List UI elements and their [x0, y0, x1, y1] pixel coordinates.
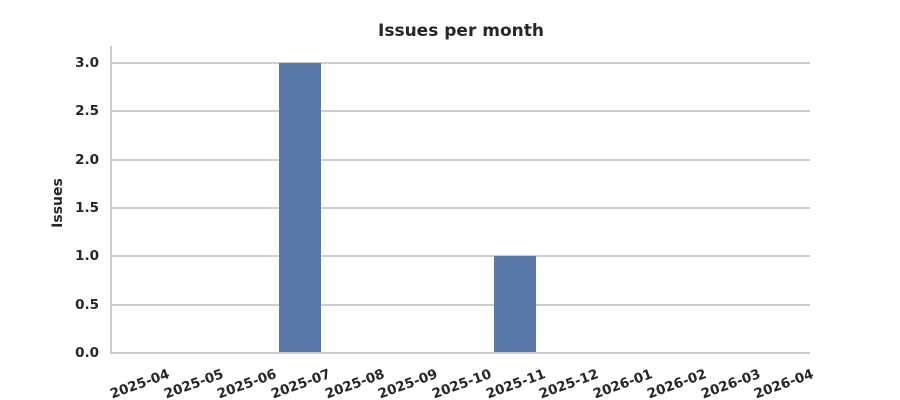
y-tick-label: 1.0 — [75, 248, 99, 265]
gridline — [112, 207, 810, 209]
x-tick-label: 2025-12 — [537, 366, 602, 400]
y-tick-label: 3.0 — [75, 55, 99, 71]
x-tick-label: 2026-03 — [698, 366, 763, 400]
y-tick-label: 0.5 — [75, 296, 99, 313]
x-tick-label: 2025-09 — [376, 366, 441, 400]
x-axis-spine — [110, 352, 810, 354]
x-tick-label: 2026-01 — [591, 366, 655, 400]
gridline — [112, 62, 810, 64]
y-axis-spine — [110, 46, 112, 353]
plot-area — [112, 46, 810, 353]
x-tick-label: 2025-06 — [215, 366, 280, 400]
y-tick-label: 2.0 — [75, 151, 99, 168]
bar-2025-07 — [278, 63, 321, 353]
bar-2025-11 — [493, 256, 536, 353]
x-tick-label: 2025-04 — [107, 366, 172, 400]
x-tick-label: 2025-05 — [161, 366, 226, 400]
x-tick-label: 2026-02 — [644, 366, 709, 400]
gridline — [112, 303, 810, 306]
y-tick-label: 1.5 — [75, 200, 99, 216]
y-tick-label: 2.5 — [75, 103, 99, 120]
x-tick-label: 2025-11 — [483, 366, 548, 400]
x-tick-label: 2025-08 — [322, 366, 387, 400]
y-tick-label: 0.0 — [75, 345, 99, 361]
gridline — [112, 158, 810, 161]
gridline — [112, 255, 810, 258]
x-tick-label: 2025-07 — [269, 366, 333, 400]
grid-layer — [112, 46, 810, 353]
x-tick-label: 2026-04 — [752, 366, 816, 400]
x-tick-label: 2025-10 — [430, 366, 494, 400]
bar-layer — [112, 46, 810, 353]
gridline — [112, 110, 810, 113]
chart-title: Issues per month — [378, 21, 544, 41]
